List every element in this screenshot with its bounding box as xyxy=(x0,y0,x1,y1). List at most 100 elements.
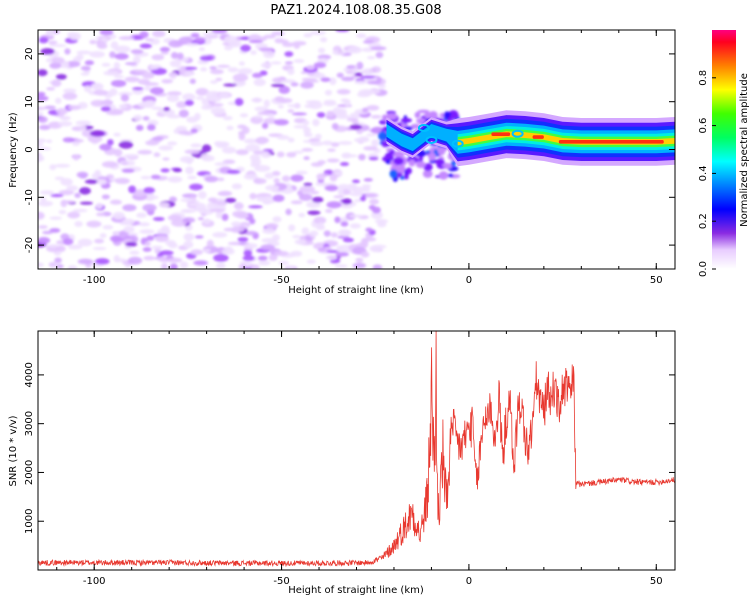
transition-blob xyxy=(406,167,412,175)
transition-blob xyxy=(423,163,433,171)
noise-blob xyxy=(177,52,184,60)
noise-blob xyxy=(135,124,144,131)
noise-blob xyxy=(210,107,226,116)
noise-blob xyxy=(300,81,314,89)
noise-blob xyxy=(306,79,320,83)
noise-blob xyxy=(95,202,103,210)
noise-blob xyxy=(323,101,337,107)
snr-xtick-label: -100 xyxy=(83,576,106,587)
noise-blob xyxy=(168,196,178,203)
noise-blob xyxy=(255,136,269,144)
noise-blob xyxy=(292,150,304,154)
noise-blob xyxy=(176,101,187,109)
noise-blob xyxy=(241,126,250,135)
noise-blob xyxy=(139,31,149,39)
noise-blob xyxy=(179,261,189,269)
noise-blob xyxy=(342,154,358,158)
noise-blob xyxy=(87,134,103,143)
noise-blob xyxy=(99,233,107,239)
noise-blob xyxy=(38,91,46,97)
noise-blob xyxy=(56,264,64,269)
noise-blob xyxy=(42,230,53,235)
noise-blob xyxy=(359,196,366,202)
noise-blob xyxy=(45,244,60,248)
noise-blob xyxy=(293,43,300,49)
transition-blob xyxy=(443,111,451,120)
noise-blob xyxy=(325,208,333,213)
noise-blob xyxy=(214,162,229,166)
noise-blob xyxy=(223,83,237,87)
noise-blob xyxy=(113,148,123,157)
noise-blob xyxy=(312,196,324,203)
noise-blob xyxy=(254,115,263,119)
noise-blob xyxy=(216,262,226,269)
noise-blobs xyxy=(38,30,389,269)
ridge-peak xyxy=(532,135,544,139)
noise-blob xyxy=(101,62,111,67)
noise-blob xyxy=(253,178,267,185)
snr-xtick-label: 0 xyxy=(466,576,472,587)
snr-xtick-label: -50 xyxy=(273,576,289,587)
noise-blob xyxy=(84,60,95,66)
noise-blob xyxy=(340,98,349,103)
noise-blob xyxy=(142,71,155,79)
noise-blob xyxy=(248,34,262,42)
noise-blob xyxy=(162,157,170,161)
noise-blob xyxy=(268,254,278,262)
noise-blob xyxy=(313,62,327,69)
noise-blob xyxy=(271,171,281,176)
noise-blob xyxy=(298,212,306,218)
noise-blob xyxy=(286,151,297,158)
transition-blob xyxy=(417,109,430,114)
colorbar-tick-label: 0.4 xyxy=(698,165,709,181)
noise-blob xyxy=(169,60,182,68)
spectrogram-ytick-label: -20 xyxy=(24,237,35,253)
noise-blob xyxy=(310,30,326,36)
noise-blob xyxy=(310,141,324,147)
noise-blob xyxy=(200,153,211,161)
noise-blob xyxy=(38,200,53,207)
colorbar-tick-label: 0.2 xyxy=(698,213,709,229)
noise-blob xyxy=(101,161,118,168)
noise-blob xyxy=(152,136,164,141)
noise-blob xyxy=(334,264,348,268)
noise-blob xyxy=(80,65,91,71)
noise-blob xyxy=(99,30,114,36)
noise-blob xyxy=(160,51,169,55)
noise-blob xyxy=(189,183,203,191)
noise-blob xyxy=(342,237,354,243)
noise-blob xyxy=(369,198,379,205)
noise-blob xyxy=(215,77,223,82)
noise-blob xyxy=(346,65,356,69)
noise-blob xyxy=(270,61,282,65)
noise-blob xyxy=(278,85,291,94)
snr-xtick-label: 50 xyxy=(650,576,663,587)
noise-blob xyxy=(103,70,120,76)
noise-blob xyxy=(134,69,148,74)
noise-blob xyxy=(252,72,263,79)
noise-blob xyxy=(237,213,249,219)
noise-blob xyxy=(273,177,280,184)
noise-blob xyxy=(290,250,303,257)
noise-blob xyxy=(358,136,370,142)
noise-blob xyxy=(349,214,363,218)
noise-blob xyxy=(118,104,128,109)
noise-blob xyxy=(337,184,350,190)
noise-blob xyxy=(143,187,155,194)
noise-blob xyxy=(262,228,276,235)
spectrogram-xtick-label: 0 xyxy=(466,275,472,286)
noise-blob xyxy=(125,241,138,247)
noise-blob xyxy=(152,216,165,221)
noise-blob xyxy=(290,82,299,87)
noise-blob xyxy=(121,161,129,165)
noise-blob xyxy=(339,162,350,167)
noise-blob xyxy=(327,148,336,152)
noise-blob xyxy=(185,166,194,175)
noise-blob xyxy=(145,197,154,202)
noise-blob xyxy=(237,237,249,242)
noise-blob xyxy=(254,106,269,112)
noise-blob xyxy=(334,216,341,224)
noise-blob xyxy=(63,88,77,93)
noise-blob xyxy=(46,139,53,143)
